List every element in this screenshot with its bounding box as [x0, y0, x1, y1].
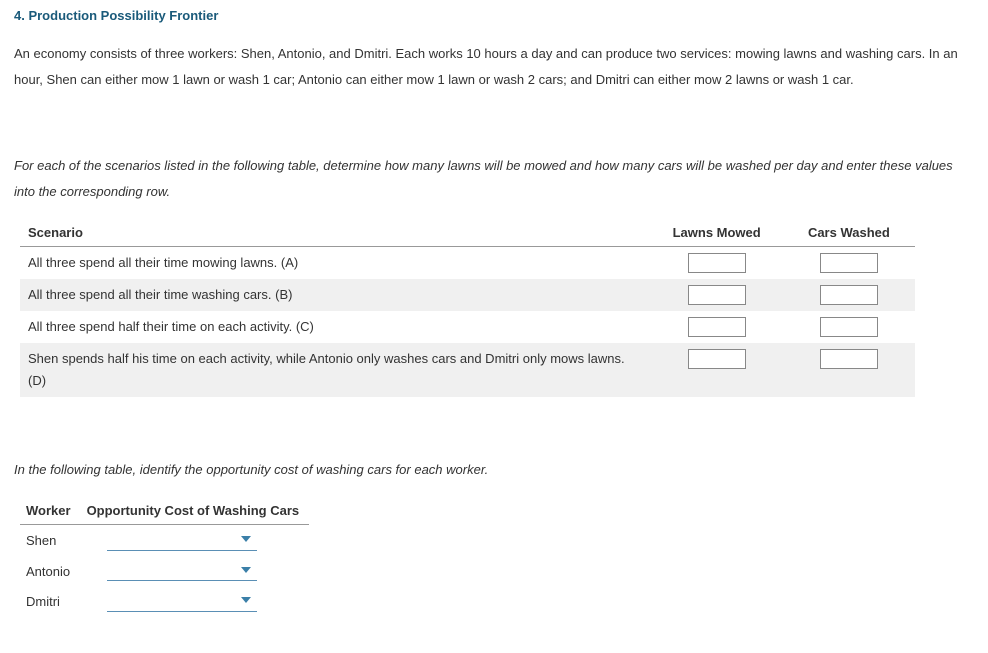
- question-title: 4. Production Possibility Frontier: [14, 8, 974, 23]
- opportunity-cost-dropdown[interactable]: [107, 531, 257, 551]
- table-row: Shen: [20, 525, 309, 556]
- oc-cell: [81, 556, 310, 587]
- table-row: All three spend half their time on each …: [20, 311, 915, 343]
- table-row: Dmitri: [20, 586, 309, 617]
- lawns-cell: [651, 343, 783, 397]
- cars-cell: [783, 279, 915, 311]
- lawns-cell: [651, 247, 783, 280]
- lawns-input[interactable]: [688, 285, 746, 305]
- cars-cell: [783, 247, 915, 280]
- cars-cell: [783, 343, 915, 397]
- lawns-input[interactable]: [688, 349, 746, 369]
- worker-name: Shen: [20, 525, 81, 556]
- cars-input[interactable]: [820, 285, 878, 305]
- scenario-table: Scenario Lawns Mowed Cars Washed All thr…: [20, 219, 915, 397]
- cars-input[interactable]: [820, 349, 878, 369]
- cars-cell: [783, 311, 915, 343]
- table-row: Shen spends half his time on each activi…: [20, 343, 915, 397]
- lawns-cell: [651, 311, 783, 343]
- opportunity-cost-dropdown[interactable]: [107, 592, 257, 612]
- oc-cell: [81, 586, 310, 617]
- scenario-label: All three spend all their time washing c…: [20, 279, 651, 311]
- table-row: All three spend all their time mowing la…: [20, 247, 915, 280]
- header-scenario: Scenario: [20, 219, 651, 247]
- oc-cell: [81, 525, 310, 556]
- header-lawns: Lawns Mowed: [651, 219, 783, 247]
- chevron-down-icon: [241, 536, 251, 542]
- chevron-down-icon: [241, 567, 251, 573]
- lawns-input[interactable]: [688, 317, 746, 337]
- instruction-1: For each of the scenarios listed in the …: [14, 153, 974, 205]
- lawns-cell: [651, 279, 783, 311]
- worker-name: Antonio: [20, 556, 81, 587]
- header-worker: Worker: [20, 497, 81, 525]
- table-row: All three spend all their time washing c…: [20, 279, 915, 311]
- chevron-down-icon: [241, 597, 251, 603]
- question-body: An economy consists of three workers: Sh…: [14, 41, 974, 93]
- opportunity-cost-dropdown[interactable]: [107, 561, 257, 581]
- header-cars: Cars Washed: [783, 219, 915, 247]
- scenario-label: All three spend half their time on each …: [20, 311, 651, 343]
- lawns-input[interactable]: [688, 253, 746, 273]
- header-oc: Opportunity Cost of Washing Cars: [81, 497, 310, 525]
- instruction-2: In the following table, identify the opp…: [14, 457, 974, 483]
- cars-input[interactable]: [820, 317, 878, 337]
- table-row: Antonio: [20, 556, 309, 587]
- scenario-label: All three spend all their time mowing la…: [20, 247, 651, 280]
- opportunity-cost-table: Worker Opportunity Cost of Washing Cars …: [20, 497, 309, 617]
- scenario-label: Shen spends half his time on each activi…: [20, 343, 651, 397]
- cars-input[interactable]: [820, 253, 878, 273]
- worker-name: Dmitri: [20, 586, 81, 617]
